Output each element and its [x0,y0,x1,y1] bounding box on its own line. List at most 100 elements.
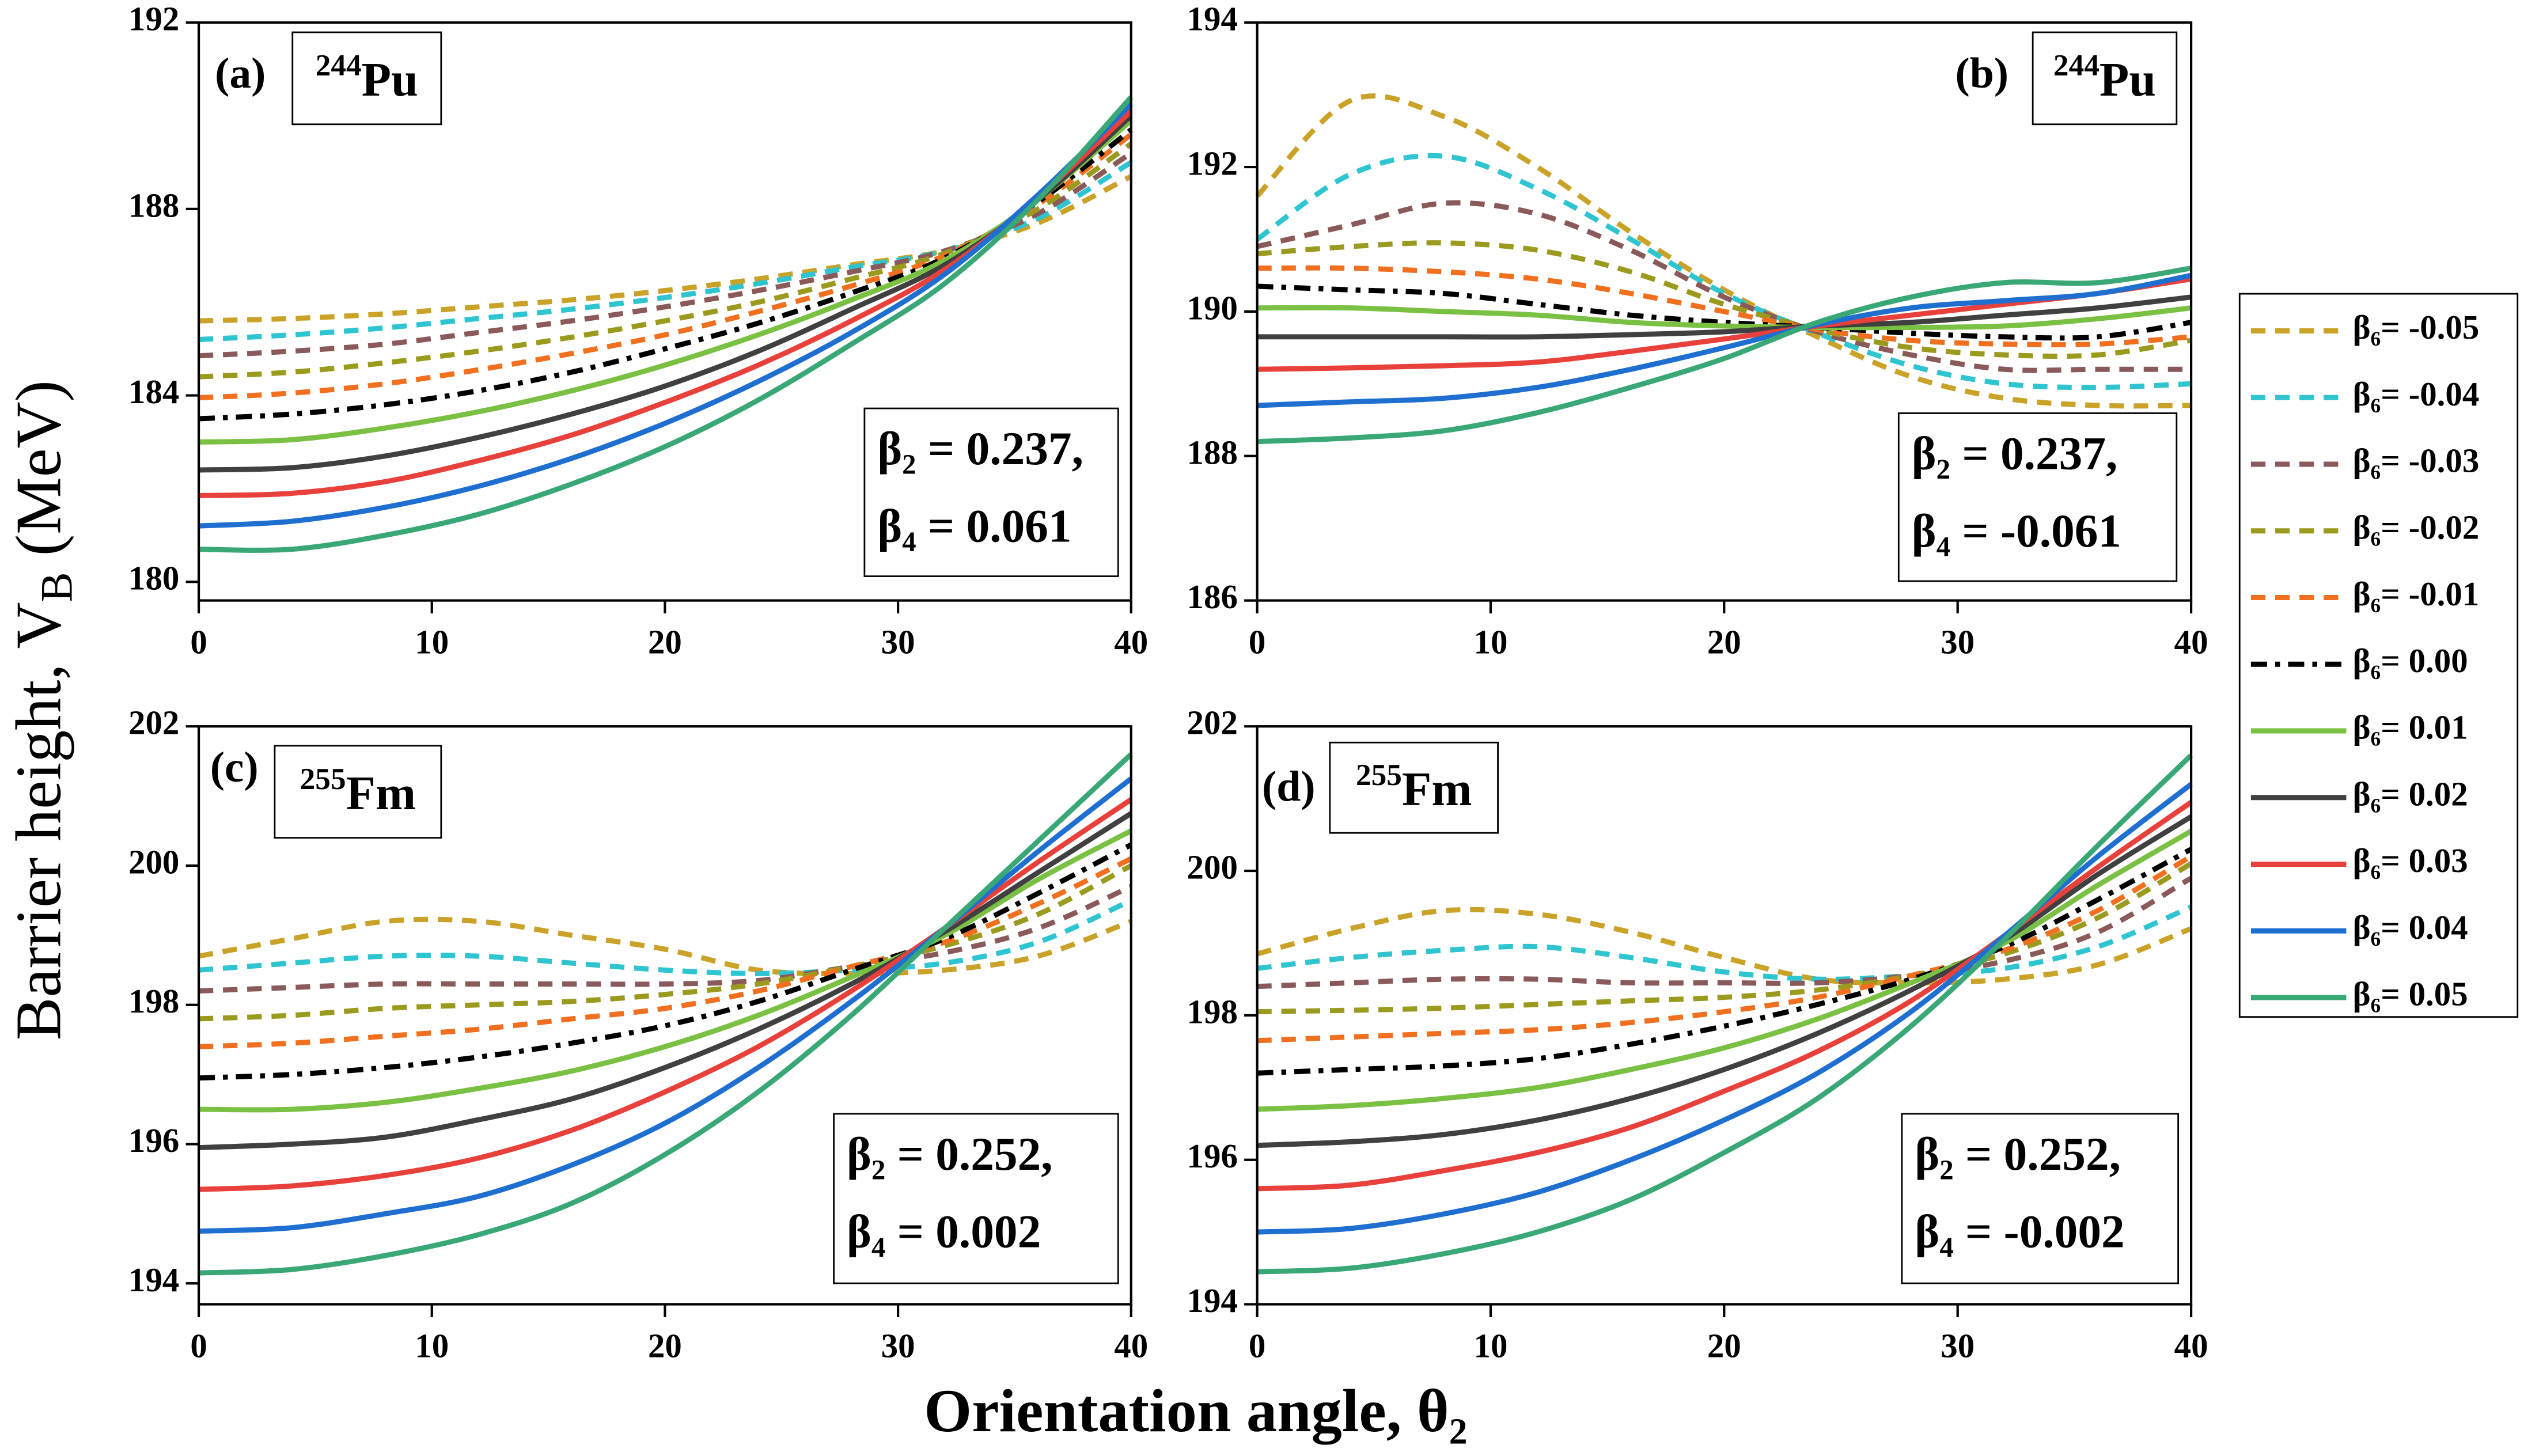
series-line [1257,266,2192,445]
x-tick-label: 10 [1474,1328,1508,1365]
y-tick-label: 194 [128,1261,179,1299]
series-line [1257,283,2192,341]
series-line [198,752,1133,1276]
panel-label: (a) [215,50,266,97]
series-line [1257,305,2192,331]
annotation: β₄ = -0.002 [1915,1206,2124,1258]
y-tick-label: 202 [1187,704,1238,742]
y-tick-label: 180 [128,560,179,597]
series-line [198,776,1133,1234]
plot-frame [1256,21,2193,602]
series-line [1257,814,2193,1148]
x-tick-label: 30 [1941,624,1975,661]
x-axis-title: Orientation angle, θ₂ [924,1377,1467,1445]
nucleus-symbol: Pu [362,53,418,107]
y-tick-label: 200 [1187,849,1238,886]
x-tick-label: 40 [2174,1328,2208,1365]
legend-label: β₆= 0.03 [2353,842,2468,879]
plot-frame [197,725,1132,1306]
annotation: β₄ = -0.061 [1912,505,2121,557]
series-line [1256,153,2192,390]
series-line [1257,854,2193,1044]
legend-label: β₆= -0.04 [2353,376,2480,413]
x-tick-label: 10 [415,1328,449,1365]
x-tick-label: 40 [1114,1328,1148,1365]
annotation: β₂ = 0.237, [1912,428,2118,480]
y-tick-label: 194 [1187,1,1238,38]
legend-label: β₆= -0.01 [2353,575,2480,613]
legend-label: β₆= -0.03 [2353,442,2480,480]
nucleus-mass: 244 [2053,48,2099,82]
x-tick-label: 30 [881,624,915,661]
series-line [1257,265,2192,348]
x-tick-label: 0 [190,1328,207,1365]
nucleus-box [291,31,442,126]
series-line [198,842,1132,1081]
series-line [198,811,1133,1151]
y-tick-label: 200 [128,844,179,881]
x-tick-label: 0 [1249,1328,1265,1365]
nucleus-symbol: Fm [346,767,416,820]
x-tick-label: 20 [648,1328,682,1365]
nucleus: 255Fm [1356,758,1472,816]
panel-label: (c) [210,744,259,791]
nucleus: 244Pu [2053,48,2156,107]
y-title-sub: B [32,572,82,602]
series-line [1257,847,2193,1076]
series-line [1257,753,2193,1275]
x-tick-label: 40 [1114,624,1148,661]
series-line [198,127,1133,422]
y-axis-title: Barrier height, VB (MeV) [3,380,81,1040]
annotation-box [863,407,1119,577]
series-line [1257,800,2193,1192]
annotation-box [1901,1113,2180,1284]
x-tick-label: 30 [1941,1328,1975,1365]
x-tick-label: 30 [881,1328,915,1365]
legend-label: β₆= 0.02 [2353,775,2468,813]
series-line [1255,93,2192,409]
series-line [198,160,1133,342]
series-line [1257,875,2193,989]
y-tick-label: 198 [128,983,179,1020]
legend-label: β₆= -0.02 [2353,509,2480,546]
nucleus-mass: 244 [316,48,362,82]
plot-frame [197,21,1132,602]
annotation: β₄ = 0.061 [877,500,1071,552]
x-tick-label: 20 [648,624,682,661]
series-line [1257,272,2192,408]
series-line [1257,861,2193,1015]
annotation: β₂ = 0.237, [877,423,1083,475]
series-line [198,102,1133,529]
annotation: β₄ = 0.002 [847,1206,1041,1258]
legend-label: β₆= 0.04 [2353,909,2468,946]
series-line [198,884,1132,994]
series-line [198,141,1133,380]
y-tick-label: 202 [128,704,179,742]
nucleus-box [274,745,442,839]
nucleus-box [1329,741,1499,834]
y-tick-label: 194 [1187,1282,1238,1320]
legend-label: β₆= -0.05 [2353,309,2480,346]
series-line [199,95,1134,553]
series-line [1256,200,2192,373]
x-tick-label: 0 [1249,624,1265,661]
legend-box [2238,293,2519,1018]
legend-label: β₆= 0.05 [2353,976,2468,1013]
panel-label: (b) [1955,50,2009,97]
annotation-box [1897,412,2178,582]
x-tick-label: 20 [1707,1328,1741,1365]
nucleus-mass: 255 [1356,758,1402,792]
nucleus: 244Pu [316,48,418,107]
nucleus-symbol: Fm [1402,763,1472,816]
plot-frame [1256,725,2193,1306]
x-tick-label: 0 [190,624,207,661]
annotation: β₂ = 0.252, [1915,1128,2121,1180]
series-line [198,151,1133,359]
y-tick-label: 198 [1187,993,1238,1030]
nucleus: 255Fm [300,762,416,820]
y-tick-label: 196 [1187,1138,1238,1175]
annotation-box [833,1113,1119,1284]
y-tick-label: 192 [128,1,179,38]
y-tick-label: 184 [128,373,179,411]
nucleus-box [2032,31,2178,126]
